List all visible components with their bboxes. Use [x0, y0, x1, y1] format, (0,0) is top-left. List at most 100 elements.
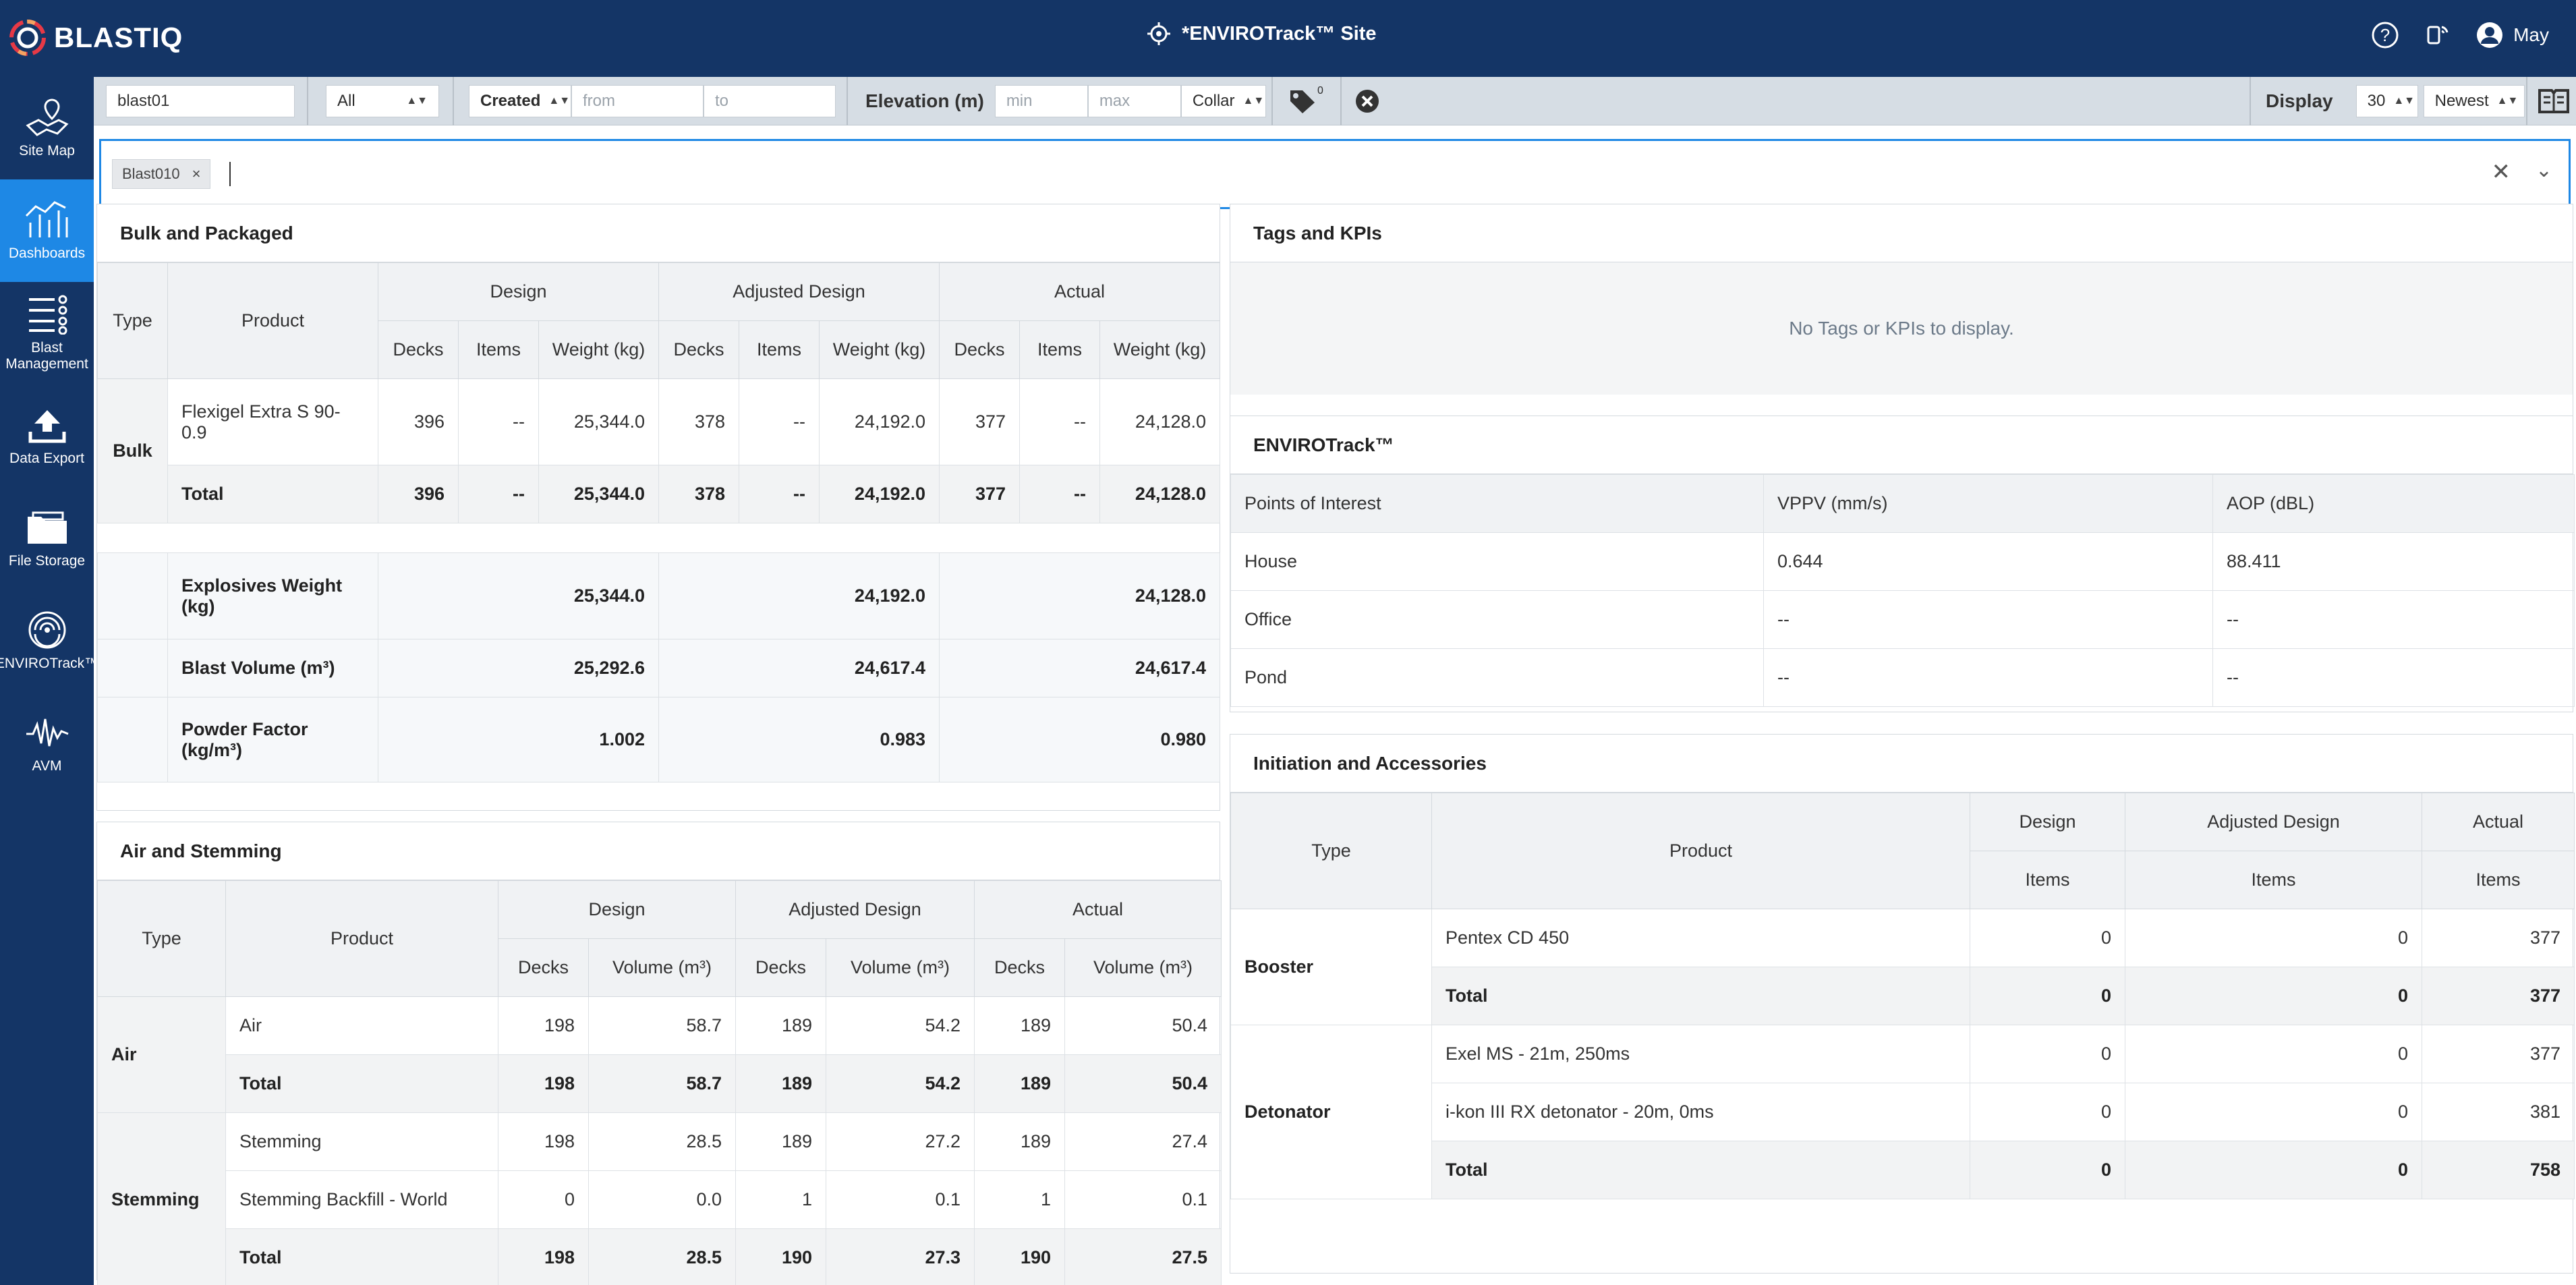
- nav-envirotrack[interactable]: ENVIROTrack™: [0, 590, 98, 692]
- product-cell: Pentex CD 450: [1431, 909, 1970, 967]
- signal-icon: [28, 611, 65, 649]
- panel-title: Air and Stemming: [97, 822, 1220, 880]
- logo-text: BLAST: [54, 22, 152, 53]
- poi-cell: House: [1230, 532, 1764, 591]
- folder-icon: [27, 511, 67, 544]
- value-cell: 0.1: [826, 1170, 975, 1229]
- col-volume: Volume (m³): [826, 938, 975, 997]
- value-cell: 0: [2125, 967, 2422, 1025]
- main-content: blast01 All ▲▼ Created ▲▼ from to Elevatio…: [94, 77, 2576, 1285]
- nav-dashboards[interactable]: Dashboards: [0, 179, 94, 282]
- total-row: Total 198 28.5 190 27.3 190 27.5: [98, 1228, 1222, 1285]
- clear-selection-icon[interactable]: ✕: [2491, 159, 2511, 185]
- summary-label: Explosives Weight (kg): [167, 552, 378, 639]
- chevron-down-icon[interactable]: ⌄: [2535, 159, 2552, 181]
- logo[interactable]: BLASTIQ: [8, 16, 183, 59]
- col-volume: Volume (m³): [1064, 938, 1222, 997]
- blast-search-input[interactable]: blast01: [106, 85, 295, 117]
- satellite-icon[interactable]: [2423, 20, 2453, 50]
- display-count-value: 30: [2367, 92, 2386, 110]
- value-cell: --: [1763, 648, 2213, 707]
- value-cell: 1.002: [378, 697, 659, 782]
- group-adjusted: Adjusted Design: [2125, 793, 2422, 851]
- site-selector[interactable]: *ENVIROTrack™ Site: [1147, 22, 1377, 46]
- value-cell: 28.5: [588, 1228, 737, 1285]
- list-icon: [28, 295, 67, 335]
- value-cell: 24,192.0: [658, 552, 940, 639]
- total-label: Total: [167, 465, 378, 523]
- value-cell: 189: [735, 996, 827, 1055]
- select-arrow-icon: ▲▼: [548, 95, 571, 107]
- nav-file-storage[interactable]: File Storage: [0, 487, 94, 590]
- type-cell: Booster: [1230, 909, 1432, 1025]
- col-aop: AOP (dBL): [2212, 474, 2575, 533]
- col-product: Product: [167, 262, 378, 379]
- nav-blast-management[interactable]: Blast Management: [0, 282, 94, 384]
- summary-row: Explosives Weight (kg) 25,344.0 24,192.0…: [97, 552, 1221, 639]
- nav-site-map[interactable]: Site Map: [0, 77, 94, 179]
- site-title: *ENVIROTrack™ Site: [1182, 22, 1377, 45]
- total-label: Total: [1431, 967, 1970, 1025]
- value-cell: 377: [2422, 1025, 2575, 1083]
- col-weight: Weight (kg): [818, 320, 940, 379]
- value-cell: 24,192.0: [818, 465, 940, 523]
- panel-title: Initiation and Accessories: [1230, 735, 2573, 793]
- product-cell: Air: [225, 996, 498, 1055]
- waveform-icon: [26, 718, 69, 747]
- book-icon[interactable]: [2537, 86, 2571, 116]
- user-menu[interactable]: May: [2475, 21, 2549, 49]
- date-to-input[interactable]: to: [704, 85, 836, 117]
- status-select[interactable]: All ▲▼: [326, 85, 439, 117]
- col-vppv: VPPV (mm/s): [1763, 474, 2213, 533]
- chip-remove-icon[interactable]: ×: [192, 165, 201, 182]
- value-cell: 198: [498, 996, 589, 1055]
- summary-row: Powder Factor (kg/m³) 1.002 0.983 0.980: [97, 697, 1221, 782]
- col-type: Type: [97, 262, 168, 379]
- type-cell: Stemming: [97, 1112, 226, 1285]
- envirotrack-table: Points of Interest VPPV (mm/s) AOP (dBL)…: [1230, 474, 2575, 707]
- date-field-value: Created: [480, 92, 541, 110]
- product-cell: i-kon III RX detonator - 20m, 0ms: [1431, 1083, 1970, 1141]
- group-actual: Actual: [974, 880, 1222, 939]
- user-avatar-icon: [2477, 22, 2503, 48]
- nav-label: AVM: [32, 758, 62, 774]
- select-arrow-icon: ▲▼: [1242, 95, 1265, 107]
- date-field-select[interactable]: Created ▲▼: [469, 85, 571, 117]
- type-cell: Bulk: [97, 378, 168, 523]
- nav-data-export[interactable]: Data Export: [0, 384, 94, 487]
- help-icon[interactable]: ?: [2370, 20, 2400, 50]
- group-design: Design: [497, 880, 737, 939]
- value-cell: --: [739, 378, 820, 465]
- value-cell: --: [739, 465, 820, 523]
- elevation-label: Elevation (m): [865, 90, 984, 111]
- group-actual: Actual: [2422, 793, 2575, 851]
- table-row: Stemming Stemming 198 28.5 189 27.2 189 …: [97, 1112, 1222, 1285]
- value-cell: 198: [498, 1054, 589, 1113]
- panel-title: Bulk and Packaged: [97, 204, 1220, 262]
- blast-tag-selector[interactable]: Blast010 × ✕ ⌄: [99, 139, 2571, 209]
- clear-filters-icon[interactable]: [1354, 88, 1381, 115]
- col-items: Items: [739, 320, 820, 379]
- dashboard-icon: [25, 201, 67, 237]
- value-cell: 28.5: [588, 1112, 737, 1171]
- display-sort-select[interactable]: Newest ▲▼: [2423, 85, 2525, 117]
- nav-avm[interactable]: AVM: [0, 692, 94, 795]
- nav-label: Data Export: [9, 451, 84, 466]
- value-cell: 396: [378, 378, 459, 465]
- blast-chip[interactable]: Blast010 ×: [112, 159, 211, 189]
- elevation-max-input[interactable]: max: [1087, 85, 1181, 117]
- value-cell: 1: [735, 1170, 827, 1229]
- top-bar: BLASTIQ *ENVIROTrack™ Site ? May: [0, 0, 2576, 77]
- value-cell: 0: [2125, 909, 2422, 967]
- display-label: Display: [2266, 90, 2333, 111]
- initiation-table: Type Product Design Adjusted Design Actu…: [1230, 793, 2575, 1199]
- tag-filter-button[interactable]: 0: [1288, 82, 1323, 120]
- display-count-select[interactable]: 30 ▲▼: [2355, 85, 2418, 117]
- elevation-min-input[interactable]: min: [994, 85, 1088, 117]
- value-cell: 378: [658, 465, 739, 523]
- elevation-ref-select[interactable]: Collar ▲▼: [1180, 85, 1266, 117]
- value-cell: 189: [974, 996, 1066, 1055]
- date-from-input[interactable]: from: [571, 85, 704, 117]
- value-cell: --: [2212, 648, 2575, 707]
- value-cell: 189: [974, 1112, 1066, 1171]
